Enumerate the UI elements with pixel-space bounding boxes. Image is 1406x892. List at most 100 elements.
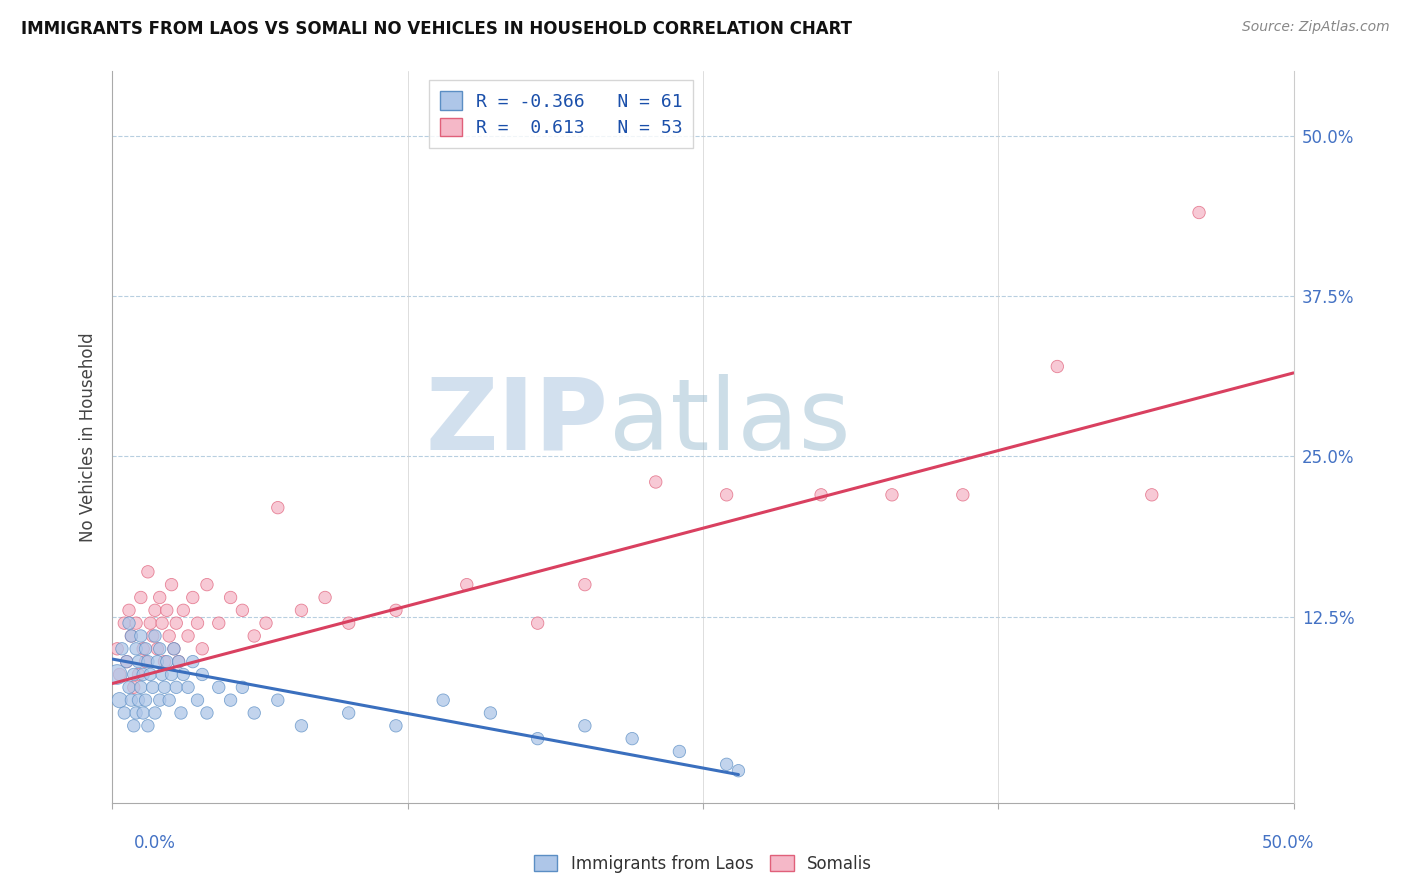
Point <box>290 603 312 617</box>
Point <box>122 681 145 695</box>
Point <box>160 667 183 681</box>
Point <box>150 616 173 631</box>
Point <box>132 706 155 720</box>
Point <box>136 565 159 579</box>
Point <box>125 706 148 720</box>
Point <box>337 706 360 720</box>
Point <box>153 681 176 695</box>
Point <box>621 731 644 746</box>
Point <box>129 681 152 695</box>
Point <box>479 706 502 720</box>
Point <box>716 757 738 772</box>
Point <box>115 655 138 669</box>
Point <box>170 706 193 720</box>
Text: 0.0%: 0.0% <box>134 834 176 852</box>
Y-axis label: No Vehicles in Household: No Vehicles in Household <box>79 332 97 542</box>
Point <box>191 641 214 656</box>
Point <box>574 719 596 733</box>
Point <box>810 488 832 502</box>
Point <box>157 693 180 707</box>
Point <box>456 577 478 591</box>
Point <box>122 719 145 733</box>
Point <box>136 719 159 733</box>
Point <box>149 641 172 656</box>
Point <box>191 667 214 681</box>
Point <box>186 616 208 631</box>
Point <box>150 667 173 681</box>
Point <box>167 655 190 669</box>
Point <box>120 693 142 707</box>
Legend: R = -0.366   N = 61, R =  0.613   N = 53: R = -0.366 N = 61, R = 0.613 N = 53 <box>429 80 693 148</box>
Point <box>118 603 141 617</box>
Text: 50.0%: 50.0% <box>1263 834 1315 852</box>
Text: ZIP: ZIP <box>426 374 609 471</box>
Point <box>132 641 155 656</box>
Point <box>156 603 179 617</box>
Point <box>136 655 159 669</box>
Point <box>172 603 194 617</box>
Point <box>149 693 172 707</box>
Point <box>127 693 149 707</box>
Point <box>135 641 157 656</box>
Point <box>146 655 169 669</box>
Point <box>172 667 194 681</box>
Point <box>111 641 134 656</box>
Point <box>231 603 253 617</box>
Point <box>153 655 176 669</box>
Point <box>290 719 312 733</box>
Point <box>243 629 266 643</box>
Point <box>108 667 131 681</box>
Point <box>1046 359 1069 374</box>
Point <box>952 488 974 502</box>
Point <box>1188 205 1211 219</box>
Point <box>385 719 408 733</box>
Text: IMMIGRANTS FROM LAOS VS SOMALI NO VEHICLES IN HOUSEHOLD CORRELATION CHART: IMMIGRANTS FROM LAOS VS SOMALI NO VEHICL… <box>21 20 852 37</box>
Point <box>146 641 169 656</box>
Point <box>157 629 180 643</box>
Legend: Immigrants from Laos, Somalis: Immigrants from Laos, Somalis <box>527 848 879 880</box>
Point <box>149 591 172 605</box>
Point <box>112 616 135 631</box>
Point <box>163 641 186 656</box>
Point <box>526 731 548 746</box>
Point <box>727 764 749 778</box>
Point <box>139 667 162 681</box>
Point <box>108 693 131 707</box>
Point <box>668 744 690 758</box>
Point <box>125 616 148 631</box>
Point <box>208 616 231 631</box>
Point <box>143 629 166 643</box>
Point <box>132 667 155 681</box>
Point <box>112 706 135 720</box>
Point <box>156 655 179 669</box>
Point <box>644 475 666 489</box>
Point <box>177 629 200 643</box>
Point <box>231 681 253 695</box>
Point <box>1140 488 1163 502</box>
Point <box>135 693 157 707</box>
Point <box>432 693 454 707</box>
Point <box>219 591 242 605</box>
Point <box>165 681 187 695</box>
Point <box>127 667 149 681</box>
Point <box>254 616 277 631</box>
Point <box>125 641 148 656</box>
Text: atlas: atlas <box>609 374 851 471</box>
Point <box>163 641 186 656</box>
Point <box>143 706 166 720</box>
Point <box>143 603 166 617</box>
Point <box>139 616 162 631</box>
Point <box>118 616 141 631</box>
Point <box>129 629 152 643</box>
Point <box>115 655 138 669</box>
Point <box>219 693 242 707</box>
Point <box>181 591 204 605</box>
Point <box>267 500 290 515</box>
Point <box>120 629 142 643</box>
Point <box>880 488 903 502</box>
Point <box>165 616 187 631</box>
Point <box>167 655 190 669</box>
Point <box>186 693 208 707</box>
Point <box>142 681 165 695</box>
Point <box>105 641 128 656</box>
